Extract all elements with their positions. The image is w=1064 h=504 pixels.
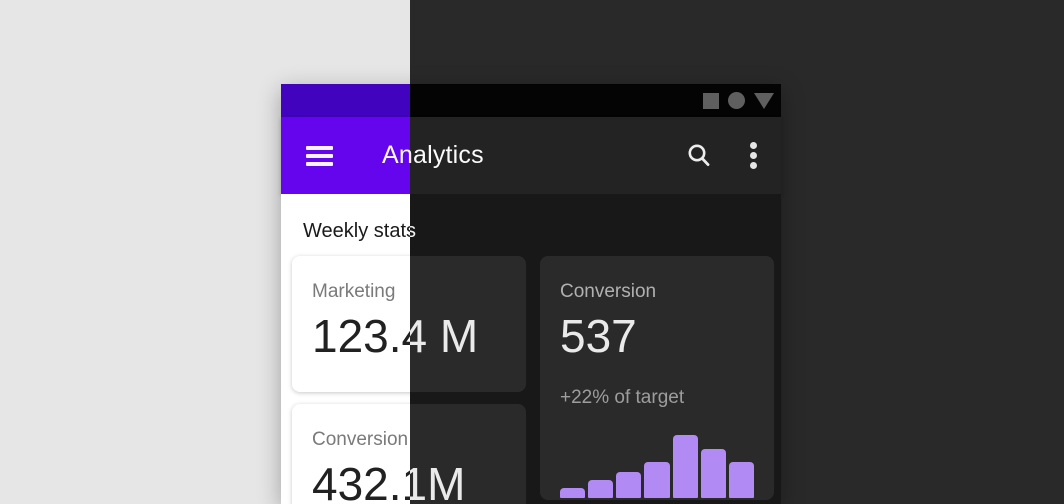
status-bar xyxy=(410,84,781,117)
square-icon[interactable] xyxy=(703,92,719,109)
triangle-down-icon[interactable] xyxy=(754,92,774,109)
card-label: Marketing xyxy=(312,281,396,302)
circle-icon[interactable] xyxy=(728,92,745,109)
card-label: Conversion xyxy=(312,429,409,450)
app-bar: Analytics xyxy=(382,117,781,194)
bar xyxy=(700,449,726,498)
bar xyxy=(560,488,586,498)
bar xyxy=(672,435,698,498)
section-heading: Weekly stats xyxy=(410,194,781,244)
bar xyxy=(588,480,614,498)
card-value: 537 xyxy=(560,310,637,362)
search-icon[interactable] xyxy=(685,142,712,169)
hamburger-menu-icon[interactable] xyxy=(306,145,333,166)
card-value: 432.1M xyxy=(410,460,506,504)
right-column: Conversion 537 +22% of target xyxy=(540,256,774,504)
bar xyxy=(728,462,754,498)
bar xyxy=(644,462,670,498)
app-title: Analytics xyxy=(382,141,484,169)
app-bar-actions xyxy=(685,140,759,171)
bar xyxy=(616,472,642,498)
conversion-card-small[interactable]: Conversion 432.1M xyxy=(410,404,526,504)
section-heading: Weekly stats xyxy=(303,220,416,242)
phone-mockup: Analytics Weekly stats xyxy=(382,84,781,504)
cards-grid: Marketing 123.4 M Conversion 432.1M Conv… xyxy=(410,256,774,504)
overflow-menu-icon[interactable] xyxy=(748,140,759,171)
conversion-card-large[interactable]: Conversion 537 +22% of target xyxy=(540,256,774,500)
conversion-bar-chart xyxy=(560,432,754,498)
card-value: 123.4 M xyxy=(410,312,506,360)
content-area: Weekly stats Marketing 123.4 M Conversio… xyxy=(410,194,781,504)
card-label: Conversion xyxy=(560,281,657,302)
marketing-card[interactable]: Marketing 123.4 M xyxy=(410,256,526,392)
left-column: Marketing 123.4 M Conversion 432.1M xyxy=(410,256,526,504)
card-caption: +22% of target xyxy=(560,387,685,408)
